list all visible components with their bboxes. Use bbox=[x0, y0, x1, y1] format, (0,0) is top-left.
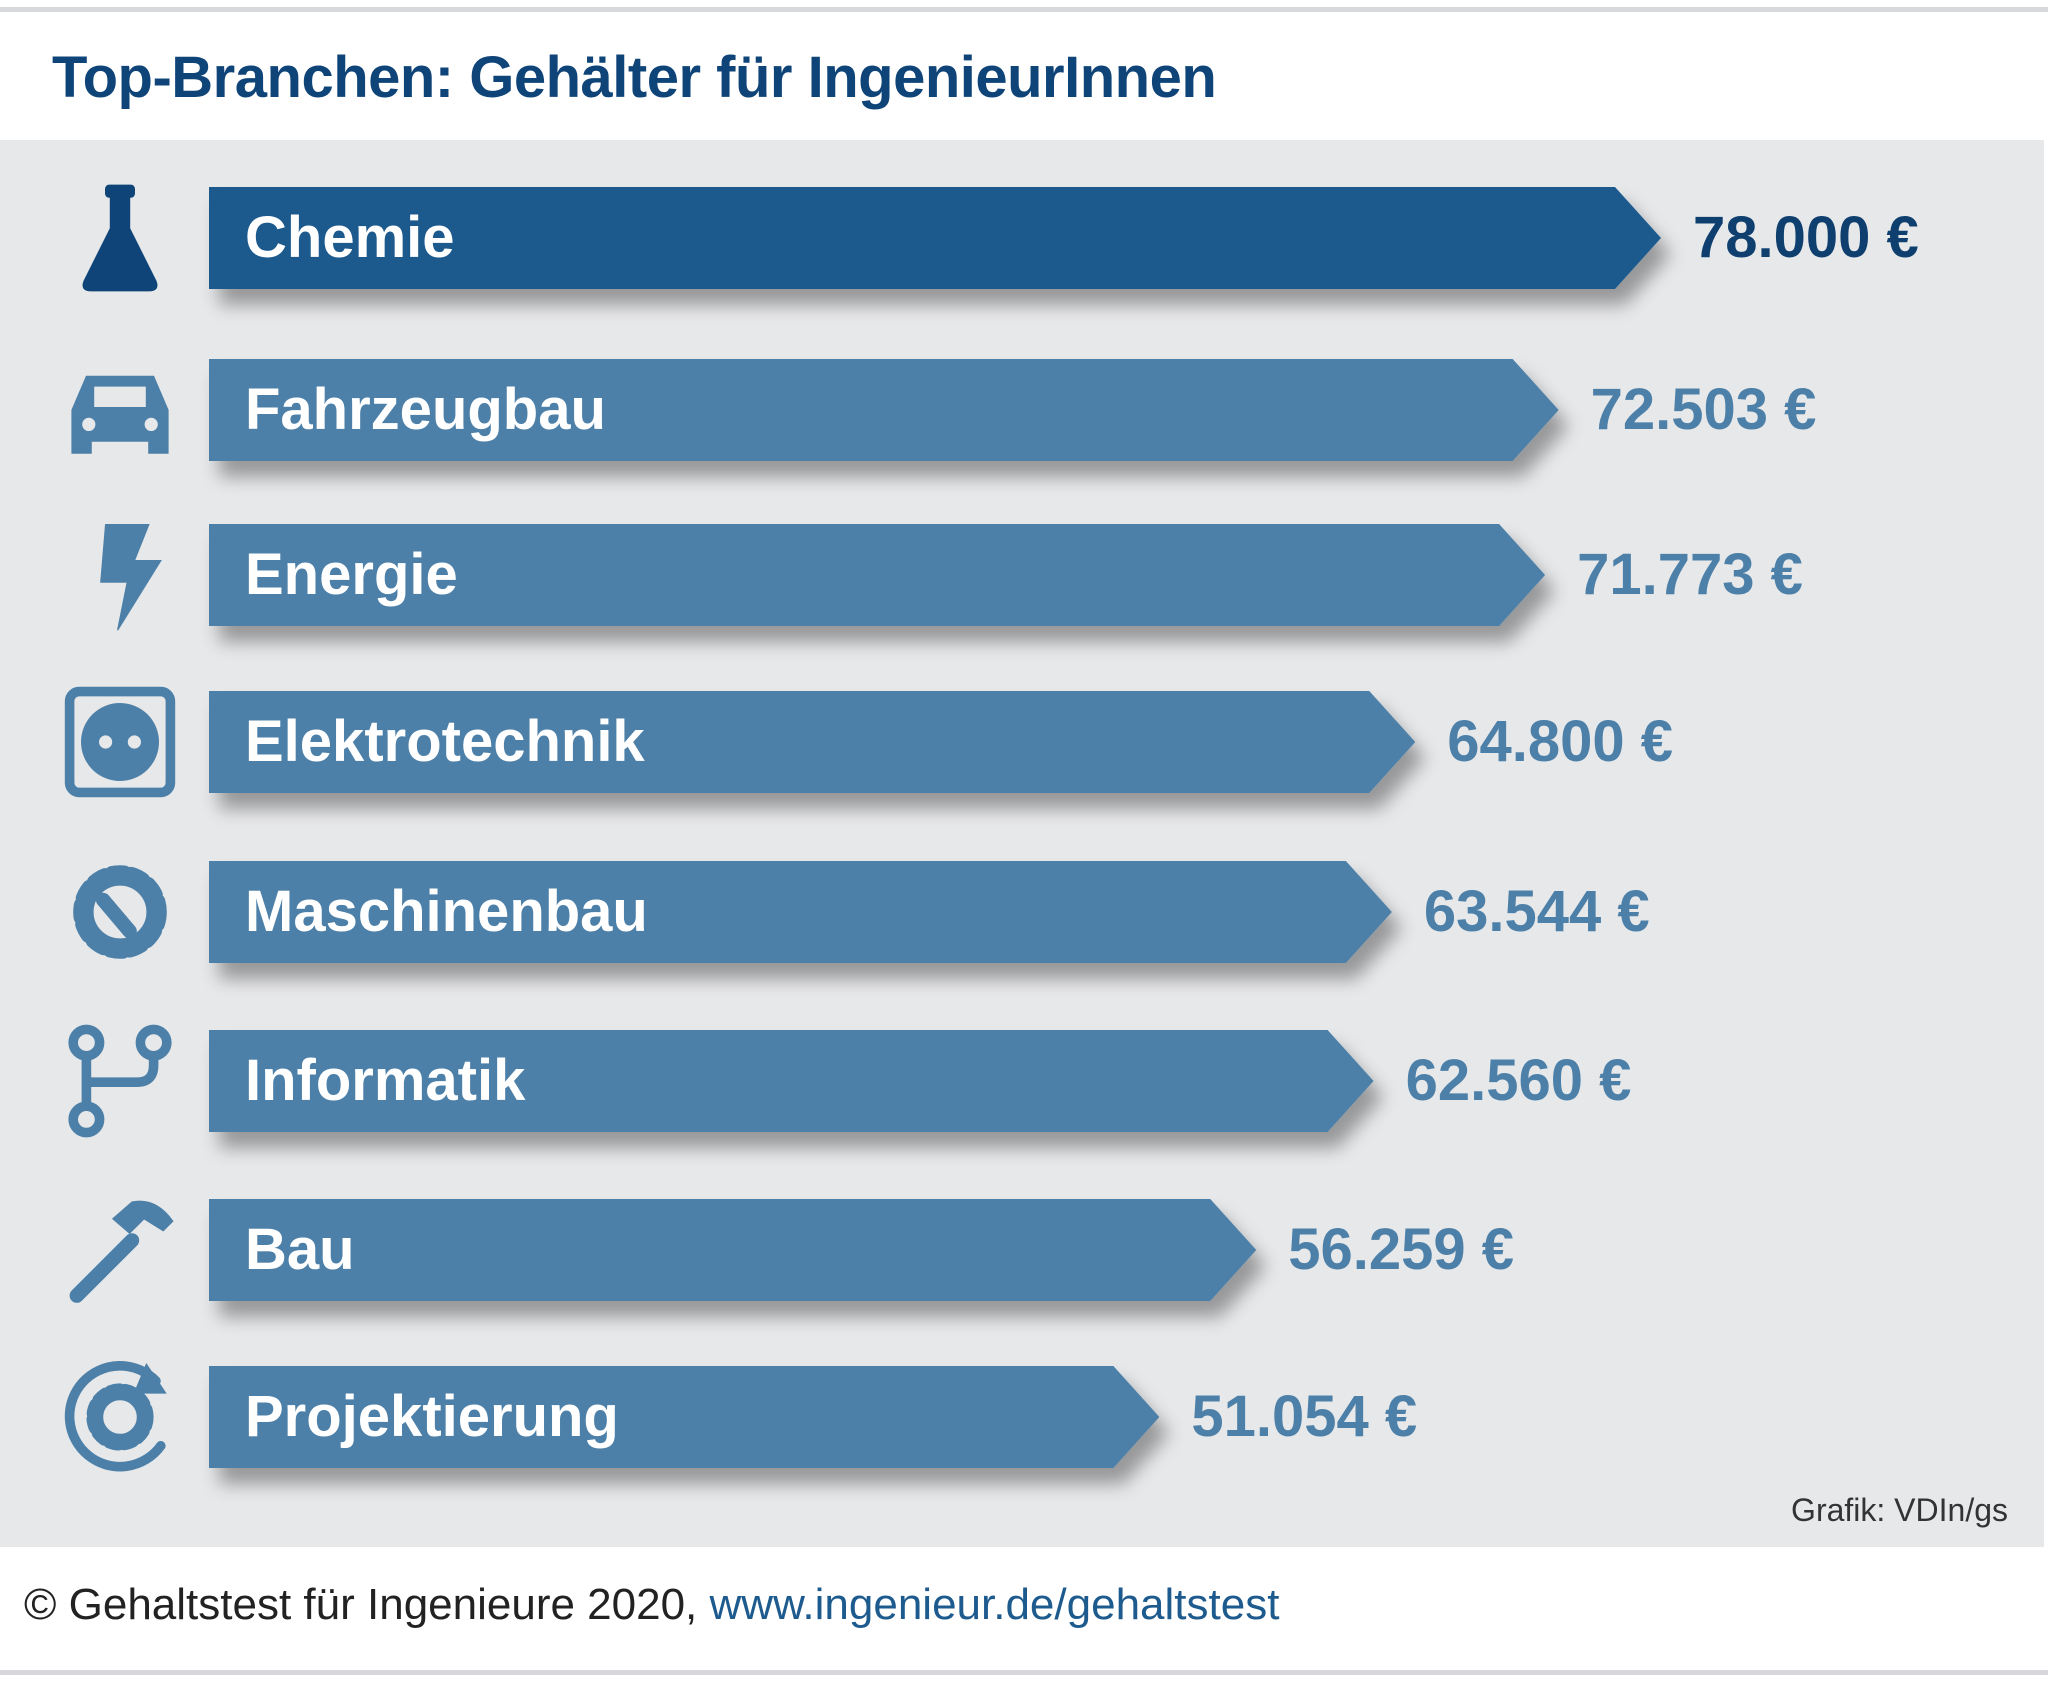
value-label: 62.560 € bbox=[1405, 1048, 1632, 1113]
bar-label: Elektrotechnik bbox=[245, 709, 645, 774]
branch-icon bbox=[60, 1021, 180, 1141]
value-label: 72.503 € bbox=[1590, 377, 1817, 442]
gear-wrench-icon bbox=[60, 852, 180, 972]
graphic-credit: Grafik: VDIn/gs bbox=[1791, 1492, 2008, 1528]
bottom-divider bbox=[0, 1670, 2048, 1675]
value-label: 78.000 € bbox=[1693, 205, 1919, 270]
bar-chemie bbox=[209, 187, 1661, 289]
power-socket-icon bbox=[60, 682, 180, 802]
bar-energie bbox=[209, 524, 1546, 626]
value-label: 51.054 € bbox=[1191, 1384, 1418, 1449]
bar-label: Maschinenbau bbox=[245, 879, 648, 944]
bar-label: Chemie bbox=[245, 205, 455, 270]
chart-title: Top-Branchen: Gehälter für IngenieurInne… bbox=[52, 45, 1217, 110]
bar-bau bbox=[209, 1199, 1257, 1301]
value-label: 56.259 € bbox=[1288, 1217, 1515, 1282]
bar-label: Informatik bbox=[245, 1048, 526, 1113]
value-label: 63.544 € bbox=[1423, 879, 1650, 944]
bar-elektrotechnik bbox=[209, 691, 1416, 793]
hammer-icon bbox=[60, 1190, 180, 1310]
value-label: 71.773 € bbox=[1577, 542, 1803, 607]
bar-maschinenbau bbox=[209, 861, 1392, 963]
bar-fahrzeugbau bbox=[209, 359, 1559, 461]
bar-label: Projektierung bbox=[245, 1384, 619, 1449]
top-divider bbox=[0, 7, 2048, 12]
value-label: 64.800 € bbox=[1447, 709, 1674, 774]
bar-informatik bbox=[209, 1030, 1374, 1132]
bar-label: Bau bbox=[245, 1217, 355, 1282]
footer-link[interactable]: www.ingenieur.de/gehaltstest bbox=[709, 1580, 1280, 1629]
bar-projektierung bbox=[209, 1366, 1160, 1468]
lightning-icon bbox=[60, 515, 180, 635]
flask-icon bbox=[60, 178, 180, 298]
footer-source: © Gehaltstest für Ingenieure 2020, www.i… bbox=[24, 1580, 1279, 1630]
bar-label: Energie bbox=[245, 542, 458, 607]
car-icon bbox=[60, 350, 180, 470]
footer-text: © Gehaltstest für Ingenieure 2020, bbox=[24, 1580, 710, 1629]
gear-cycle-icon bbox=[60, 1357, 180, 1477]
bar-label: Fahrzeugbau bbox=[245, 377, 606, 442]
